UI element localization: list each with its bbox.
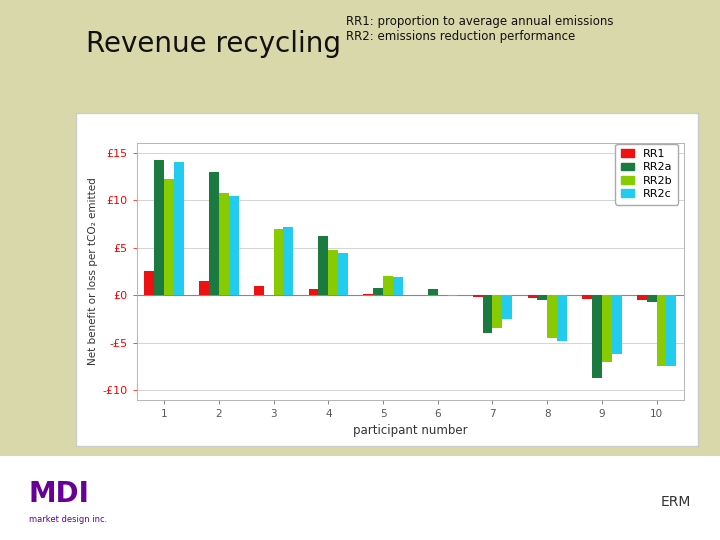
Text: ERM: ERM [661,495,691,509]
Bar [229,197,238,295]
Bar [274,228,284,295]
Bar [503,295,512,319]
Bar [373,288,383,295]
Bar [219,192,229,295]
X-axis label: participant number: participant number [353,424,468,437]
Bar [284,227,293,295]
Bar [145,271,154,295]
Bar [637,295,647,300]
Bar [328,249,338,295]
Bar [199,281,209,295]
Text: MDI: MDI [29,480,90,508]
Legend: RR1, RR2a, RR2b, RR2c: RR1, RR2a, RR2b, RR2c [616,144,678,205]
Bar [537,295,547,300]
Bar [428,289,438,295]
Bar [174,162,184,295]
Text: RR1: proportion to average annual emissions: RR1: proportion to average annual emissi… [346,15,613,28]
Bar [657,295,667,366]
Bar [448,295,457,296]
Bar [209,172,219,295]
Bar [592,295,602,378]
Bar [364,294,373,295]
Bar [602,295,612,362]
Bar [338,253,348,295]
Bar [383,276,393,295]
Text: RR2: emissions reduction performance: RR2: emissions reduction performance [346,30,575,43]
Bar [393,277,402,295]
Bar [309,289,318,295]
Text: market design inc.: market design inc. [29,515,107,524]
Text: Revenue recycling: Revenue recycling [86,30,341,58]
Bar [547,295,557,338]
Y-axis label: Net benefit or loss per tCO₂ emitted: Net benefit or loss per tCO₂ emitted [89,178,99,365]
Bar [557,295,567,341]
Bar [482,295,492,333]
Bar [667,295,676,366]
Bar [254,286,264,295]
Bar [318,236,328,295]
Bar [582,295,592,299]
Bar [473,295,482,297]
Bar [647,295,657,302]
Bar [528,295,537,298]
Bar [164,179,174,295]
Bar [612,295,621,354]
Bar [492,295,503,328]
Bar [154,160,164,295]
